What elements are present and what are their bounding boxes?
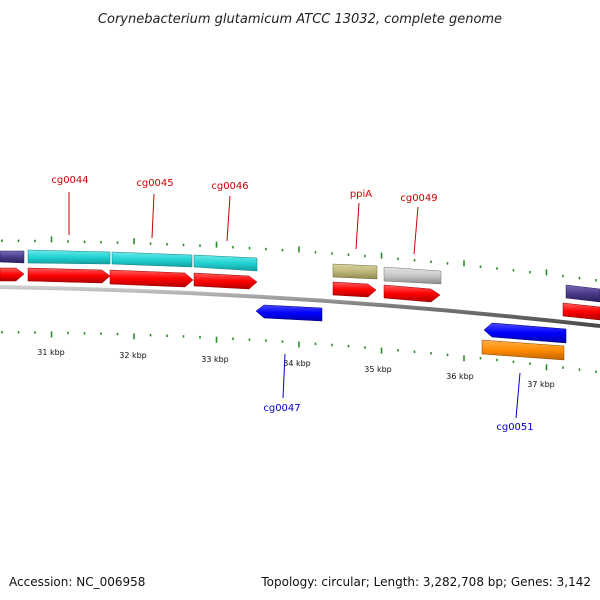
scale-label-36kbp: 36 kbp: [446, 372, 474, 381]
topology-info-text: Topology: circular; Length: 3,282,708 bp…: [260, 575, 591, 589]
map-title: Corynebacterium glutamicum ATCC 13032, c…: [98, 12, 502, 27]
cds-arrow[interactable]: [562, 302, 600, 321]
gene-label-ppiA[interactable]: ppiA: [350, 189, 372, 200]
gene-label-cg0044[interactable]: cg0044: [51, 175, 88, 186]
label-leaders: [68, 192, 521, 419]
feature-cg0045[interactable]: [111, 251, 193, 268]
cds-arrow[interactable]: [0, 267, 25, 282]
leader-line: [413, 206, 419, 255]
scale-label-35kbp: 35 kbp: [364, 365, 392, 374]
cds-arrow[interactable]: [27, 267, 111, 284]
leader-line: [515, 372, 521, 419]
gene-label-cg0049[interactable]: cg0049: [400, 193, 437, 204]
leader-line: [151, 193, 155, 239]
scale-label-32kbp: 32 kbp: [119, 351, 147, 360]
feature-purple-left[interactable]: [0, 250, 25, 264]
feature-ppiA[interactable]: [332, 263, 378, 280]
reverse-strand-features: [255, 304, 567, 361]
feature-purple-right[interactable]: [565, 284, 600, 303]
feature-cg0047[interactable]: [255, 304, 323, 322]
scale-label-33kbp: 33 kbp: [201, 355, 229, 364]
feature-cg0051[interactable]: [481, 339, 565, 361]
gene-label-cg0045[interactable]: cg0045: [136, 178, 173, 189]
leader-line: [355, 202, 360, 250]
forward-strand-features: [0, 249, 600, 321]
feature-cg0044[interactable]: [27, 249, 111, 265]
cds-arrow[interactable]: [332, 281, 377, 298]
genome-backbone: [0, 285, 600, 328]
scale-label-34kbp: 34 kbp: [283, 359, 311, 368]
gene-label-cg0051[interactable]: cg0051: [496, 422, 533, 433]
feature-cg0049[interactable]: [383, 266, 442, 285]
feature-cg0046[interactable]: [193, 254, 258, 272]
inner-tick-row: [1, 331, 597, 373]
scale-label-31kbp: 31 kbp: [37, 348, 65, 357]
cds-arrow[interactable]: [109, 269, 194, 288]
cds-arrow[interactable]: [193, 272, 258, 290]
feature-blue-reverse[interactable]: [483, 322, 567, 344]
leader-line: [282, 353, 286, 399]
cds-arrow[interactable]: [383, 284, 441, 303]
leader-line: [226, 195, 231, 242]
gene-label-cg0046[interactable]: cg0046: [211, 181, 248, 192]
accession-text: Accession: NC_006958: [9, 575, 145, 589]
outer-tick-row: [1, 236, 597, 282]
scale-label-37kbp: 37 kbp: [527, 380, 555, 389]
gene-label-cg0047[interactable]: cg0047: [263, 403, 300, 414]
